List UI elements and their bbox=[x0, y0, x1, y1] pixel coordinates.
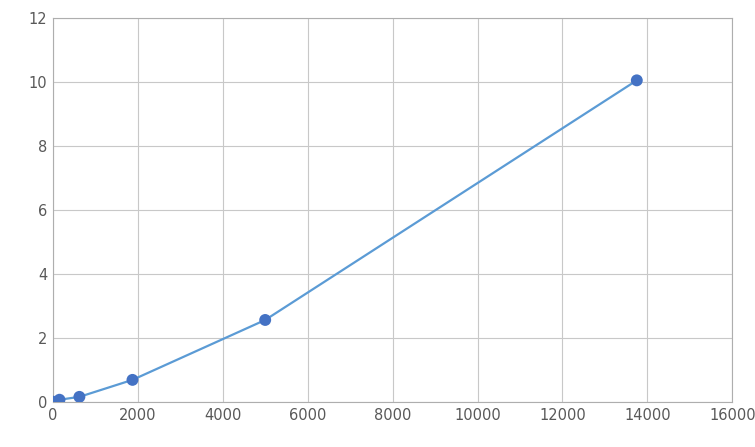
Point bbox=[630, 77, 643, 84]
Point bbox=[259, 316, 271, 324]
Point bbox=[73, 393, 85, 401]
Point bbox=[47, 398, 59, 405]
Point bbox=[54, 396, 66, 403]
Point bbox=[126, 376, 138, 384]
